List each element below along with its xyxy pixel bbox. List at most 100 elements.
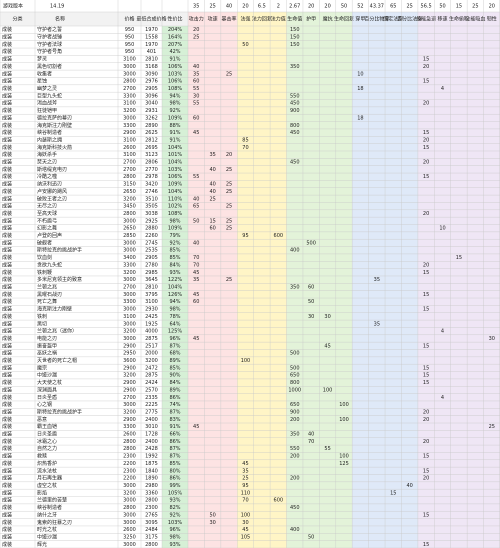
item-name: 海克斯注力刚壁 — [37, 306, 72, 313]
item-name: 月石再生器 — [37, 475, 62, 482]
cell: 25 — [489, 424, 495, 430]
cell: 1970 — [145, 42, 158, 48]
cell: 2905 — [145, 86, 158, 92]
cell: 105% — [168, 490, 183, 496]
cell: 3000 — [123, 336, 136, 342]
stat-gold: 65 — [390, 4, 396, 10]
cell: 成装 — [2, 533, 12, 540]
cell: 4 — [441, 329, 444, 335]
cell: 15 — [423, 79, 429, 85]
cell: 70 — [193, 262, 199, 268]
cell: 600 — [274, 233, 284, 239]
stat-gold: 50 — [341, 4, 347, 10]
item-name: 饮血剑 — [37, 254, 52, 261]
item-name: 不朽盾弓 — [37, 217, 57, 224]
cell: 成装 — [2, 504, 12, 511]
cell: 2770 — [145, 167, 158, 173]
cell: 3250 — [123, 534, 136, 540]
cell: 30 — [209, 520, 215, 526]
cell: 2484 — [145, 527, 158, 533]
cell: 25 — [209, 196, 215, 202]
cell: 3000 — [123, 292, 136, 298]
cell: 3300 — [123, 93, 136, 99]
stat-gold: 25 — [209, 4, 215, 10]
column-fill — [270, 12, 287, 548]
item-name: 海克斯科技火箭 — [37, 144, 72, 151]
cell: 15 — [423, 343, 429, 349]
cell: 3000 — [123, 402, 136, 408]
column-fill — [352, 12, 369, 548]
cell: 20 — [423, 409, 429, 415]
cell: 成装 — [2, 342, 12, 349]
cell: 3200 — [123, 270, 136, 276]
item-name: 海妖杀手 — [37, 151, 57, 158]
cell: 2625 — [145, 130, 158, 136]
item-name: 巨型九头蛇 — [37, 92, 62, 99]
item-name: 铁刺鞭 — [37, 269, 52, 276]
cell: 3200 — [123, 373, 136, 379]
cell: 成装 — [2, 203, 12, 210]
cell: 2428 — [145, 446, 158, 452]
cell: 2765 — [145, 512, 158, 518]
item-name: 多米尼克领主的致意 — [37, 276, 82, 283]
cell: 450 — [290, 160, 300, 166]
stat-gold: 56.5 — [421, 4, 432, 10]
cell: 成装 — [2, 394, 12, 401]
cell: 15 — [209, 218, 215, 224]
cell: 50 — [193, 218, 199, 224]
cell: 20 — [423, 262, 429, 268]
cell: 2300 — [145, 505, 158, 511]
cell: 92% — [169, 512, 180, 518]
column-fill — [335, 12, 353, 548]
cell: 3010 — [145, 424, 158, 430]
cell: 成装 — [2, 151, 12, 158]
item-name: 巫妖之祸 — [37, 350, 57, 357]
stat-gold: 43.37 — [370, 4, 384, 10]
cell: 25 — [226, 218, 232, 224]
cell: 2300 — [123, 454, 136, 460]
cell: 2850 — [123, 233, 136, 239]
column-fill — [253, 12, 271, 548]
item-name: 无尽之刃 — [37, 203, 57, 210]
item-name: 虚空之杖 — [37, 482, 57, 489]
cell: 成装 — [2, 541, 12, 548]
cell: 1875 — [145, 461, 158, 467]
cell: 2700 — [123, 160, 136, 166]
stat-gold: 20 — [324, 4, 330, 10]
cell: 成装 — [2, 431, 12, 438]
item-name: 铁刺 — [37, 313, 47, 320]
cell: 85 — [242, 137, 248, 143]
cell: 2900 — [123, 365, 136, 371]
cell: 98% — [169, 101, 180, 107]
cell: 95 — [242, 483, 248, 489]
cell: 350 — [290, 64, 300, 70]
stat-gold: 20 — [489, 4, 495, 10]
cell: 100 — [339, 417, 349, 423]
version: 14.19 — [50, 4, 64, 10]
cell: 3360 — [145, 490, 158, 496]
cell: 2775 — [145, 409, 158, 415]
column-fill — [368, 12, 386, 548]
cell: 成装 — [2, 114, 12, 121]
cell: 3175 — [145, 534, 158, 540]
cell: 42% — [169, 49, 180, 55]
cell: 15 — [423, 365, 429, 371]
cell: 20 — [423, 160, 429, 166]
cell: 2930 — [145, 307, 158, 313]
cell: 成装 — [2, 92, 12, 99]
cell: 600 — [274, 498, 284, 504]
cell: 108% — [168, 211, 183, 217]
column-header: 法力值 — [271, 16, 286, 23]
version-label: 游戏版本 — [3, 3, 23, 10]
item-name: 渴血战斧 — [37, 100, 57, 107]
cell: 3510 — [145, 196, 158, 202]
cell: 85% — [169, 248, 180, 254]
cell: 18 — [357, 115, 363, 121]
cell: 成装 — [2, 291, 12, 298]
cell: 70 — [193, 255, 199, 261]
column-fill — [450, 12, 468, 548]
column-header: 性价比 — [167, 16, 182, 23]
cell: 2400 — [145, 439, 158, 445]
column-header: 百分比法穿 — [397, 16, 422, 23]
